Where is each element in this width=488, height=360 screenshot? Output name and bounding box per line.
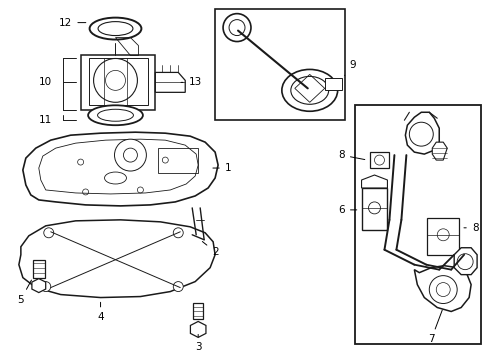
Text: 7: 7	[427, 310, 441, 345]
Polygon shape	[324, 78, 341, 90]
Polygon shape	[155, 72, 185, 92]
Polygon shape	[361, 175, 386, 188]
Ellipse shape	[88, 105, 142, 125]
Polygon shape	[361, 188, 386, 230]
Circle shape	[223, 14, 250, 41]
Text: 3: 3	[195, 334, 201, 352]
Text: 2: 2	[202, 242, 218, 257]
Circle shape	[173, 228, 183, 238]
Polygon shape	[354, 105, 480, 345]
Text: 13: 13	[181, 77, 202, 87]
Circle shape	[41, 282, 51, 292]
Polygon shape	[32, 279, 45, 293]
Ellipse shape	[89, 18, 141, 40]
Text: 12: 12	[59, 18, 86, 28]
Text: 1: 1	[212, 163, 231, 173]
Polygon shape	[453, 248, 476, 275]
Text: 8: 8	[463, 223, 477, 233]
Polygon shape	[369, 152, 388, 168]
Ellipse shape	[104, 172, 126, 184]
Polygon shape	[427, 218, 458, 255]
Ellipse shape	[281, 69, 337, 111]
Text: 5: 5	[18, 280, 31, 305]
Text: 9: 9	[344, 60, 355, 75]
Polygon shape	[405, 112, 438, 154]
Polygon shape	[81, 55, 155, 110]
Polygon shape	[23, 132, 218, 206]
Circle shape	[44, 228, 54, 238]
Polygon shape	[33, 260, 45, 278]
Circle shape	[173, 282, 183, 292]
Polygon shape	[431, 142, 447, 160]
Circle shape	[114, 139, 146, 171]
Text: 8: 8	[338, 150, 364, 160]
Polygon shape	[413, 266, 470, 311]
Text: 4: 4	[97, 302, 103, 323]
Text: 10: 10	[39, 77, 52, 87]
Text: 6: 6	[338, 205, 356, 215]
Polygon shape	[190, 321, 205, 337]
Polygon shape	[19, 220, 215, 298]
Polygon shape	[193, 302, 203, 319]
Text: 11: 11	[39, 115, 52, 125]
Polygon shape	[215, 9, 344, 120]
